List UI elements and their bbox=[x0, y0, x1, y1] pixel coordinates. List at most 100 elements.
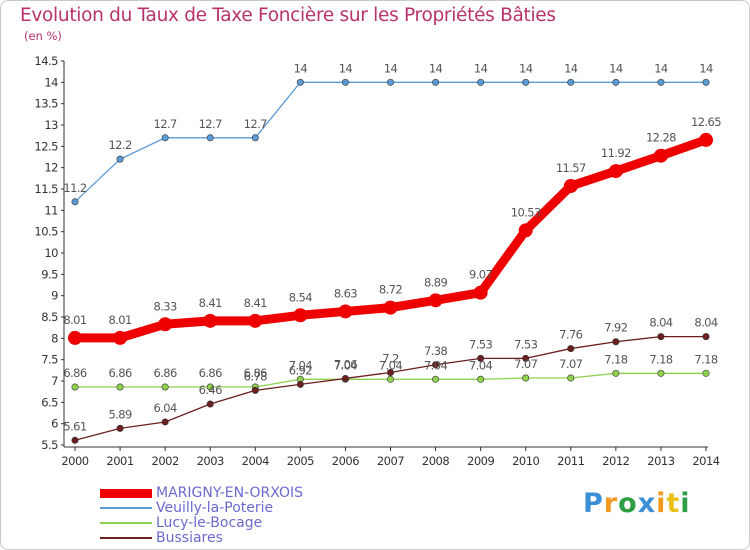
series-point-bussiares bbox=[71, 436, 79, 444]
series-point-marigny-en-orxois bbox=[338, 304, 353, 319]
y-tick-label: 7.5 bbox=[41, 353, 58, 367]
data-label-lucy-le-bocage: 7.04 bbox=[424, 358, 447, 372]
x-tick-label: 2005 bbox=[287, 454, 314, 468]
y-tick-label: 6 bbox=[51, 417, 58, 431]
data-label-marigny-en-orxois: 8.54 bbox=[289, 290, 312, 304]
data-label-veuilly-la-poterie: 14 bbox=[564, 61, 578, 75]
data-label-bussiares: 6.92 bbox=[289, 363, 312, 377]
x-tick-label: 2000 bbox=[61, 454, 88, 468]
data-label-lucy-le-bocage: 7.07 bbox=[559, 357, 582, 371]
series-point-veuilly-la-poterie bbox=[71, 198, 79, 206]
data-label-veuilly-la-poterie: 14 bbox=[384, 61, 398, 75]
series-point-bussiares bbox=[206, 400, 214, 408]
series-point-bussiares bbox=[161, 418, 169, 426]
legend-item-lucy: Lucy-le-Bocage bbox=[100, 515, 262, 531]
data-label-marigny-en-orxois: 8.41 bbox=[199, 296, 222, 310]
data-label-veuilly-la-poterie: 14 bbox=[609, 61, 623, 75]
logo-letter: r bbox=[603, 488, 619, 519]
legend-swatch-bussiares bbox=[100, 537, 152, 539]
data-label-bussiares: 7.53 bbox=[469, 337, 492, 351]
data-label-veuilly-la-poterie: 14 bbox=[339, 61, 353, 75]
series-point-lucy-le-bocage bbox=[161, 383, 169, 391]
data-label-marigny-en-orxois: 9.07 bbox=[469, 268, 492, 282]
series-point-lucy-le-bocage bbox=[71, 383, 79, 391]
data-label-veuilly-la-poterie: 14 bbox=[519, 61, 533, 75]
x-tick-label: 2006 bbox=[332, 454, 359, 468]
y-tick-label: 5.5 bbox=[41, 438, 58, 452]
legend-label-lucy: Lucy-le-Bocage bbox=[156, 515, 263, 531]
series-point-lucy-le-bocage bbox=[477, 375, 485, 383]
series-point-bussiares bbox=[522, 354, 530, 362]
data-label-bussiares: 8.04 bbox=[694, 316, 717, 330]
series-point-marigny-en-orxois bbox=[563, 179, 578, 194]
series-point-marigny-en-orxois bbox=[699, 132, 713, 147]
series-point-veuilly-la-poterie bbox=[386, 78, 394, 86]
data-label-veuilly-la-poterie: 14 bbox=[474, 61, 488, 75]
series-point-bussiares bbox=[612, 338, 620, 346]
y-tick-label: 9 bbox=[51, 289, 58, 303]
series-point-veuilly-la-poterie bbox=[567, 78, 575, 86]
y-tick-label: 13.5 bbox=[34, 97, 58, 111]
x-tick-label: 2008 bbox=[422, 454, 449, 468]
data-label-veuilly-la-poterie: 14 bbox=[699, 61, 713, 75]
logo-letter: o bbox=[618, 488, 638, 519]
series-point-bussiares bbox=[432, 361, 440, 369]
y-tick-label: 9.5 bbox=[41, 267, 58, 281]
x-tick-label: 2001 bbox=[106, 454, 133, 468]
series-point-marigny-en-orxois bbox=[383, 300, 398, 315]
data-label-marigny-en-orxois: 11.92 bbox=[601, 146, 631, 160]
y-tick-label: 11.5 bbox=[34, 182, 58, 196]
series-point-lucy-le-bocage bbox=[657, 369, 665, 377]
legend-label-veuilly: Veuilly-la-Poterie bbox=[156, 500, 274, 516]
data-label-lucy-le-bocage: 7.07 bbox=[514, 357, 537, 371]
y-tick-label: 14.5 bbox=[34, 54, 58, 68]
data-label-bussiares: 7.92 bbox=[604, 321, 627, 335]
data-label-marigny-en-orxois: 8.63 bbox=[334, 286, 357, 300]
series-point-veuilly-la-poterie bbox=[206, 134, 214, 142]
series-point-lucy-le-bocage bbox=[702, 369, 710, 377]
data-label-lucy-le-bocage: 7.18 bbox=[604, 352, 627, 366]
series-point-bussiares bbox=[567, 345, 575, 353]
y-tick-label: 6.5 bbox=[41, 395, 58, 409]
data-label-lucy-le-bocage: 6.86 bbox=[154, 366, 177, 380]
series-point-veuilly-la-poterie bbox=[341, 78, 349, 86]
x-tick-label: 2003 bbox=[197, 454, 224, 468]
data-label-bussiares: 6.46 bbox=[199, 383, 222, 397]
data-label-bussiares: 7.76 bbox=[559, 328, 582, 342]
data-label-marigny-en-orxois: 11.57 bbox=[556, 161, 586, 175]
logo-letter: t bbox=[666, 488, 681, 519]
data-label-lucy-le-bocage: 7.18 bbox=[694, 352, 717, 366]
data-label-marigny-en-orxois: 8.41 bbox=[244, 296, 267, 310]
data-label-marigny-en-orxois: 12.28 bbox=[646, 131, 676, 145]
data-label-bussiares: 5.61 bbox=[63, 419, 86, 433]
x-tick-label: 2007 bbox=[377, 454, 404, 468]
data-label-veuilly-la-poterie: 12.7 bbox=[244, 117, 267, 131]
proxiti-logo: Proxiti bbox=[583, 488, 691, 519]
series-point-veuilly-la-poterie bbox=[702, 78, 710, 86]
series-point-bussiares bbox=[477, 354, 485, 362]
data-label-bussiares: 6.78 bbox=[244, 369, 267, 383]
y-tick-label: 13 bbox=[44, 118, 58, 132]
series-point-bussiares bbox=[657, 333, 665, 341]
data-label-veuilly-la-poterie: 12.7 bbox=[199, 117, 222, 131]
y-tick-label: 14 bbox=[44, 75, 58, 89]
data-labels: 11.2 12.2 12.7 12.7 12.7 14 14 14 14 14 14 14 14 14 14… bbox=[63, 61, 721, 433]
series-point-marigny-en-orxois bbox=[608, 164, 623, 179]
x-tick-label: 2002 bbox=[152, 454, 179, 468]
legend-item-veuilly: Veuilly-la-Poterie bbox=[100, 500, 273, 516]
data-label-veuilly-la-poterie: 14 bbox=[429, 61, 443, 75]
data-label-veuilly-la-poterie: 14 bbox=[654, 61, 668, 75]
series-point-bussiares bbox=[702, 333, 710, 341]
series-point-lucy-le-bocage bbox=[522, 374, 530, 382]
data-label-marigny-en-orxois: 8.72 bbox=[379, 283, 402, 297]
data-label-lucy-le-bocage: 7.04 bbox=[379, 358, 402, 372]
data-label-lucy-le-bocage: 6.86 bbox=[63, 366, 86, 380]
y-tick-label: 8 bbox=[51, 331, 58, 345]
legend-swatch-lucy bbox=[100, 522, 152, 524]
legend-label-bussiares: Bussiares bbox=[156, 530, 223, 546]
series-point-bussiares bbox=[386, 368, 394, 376]
data-label-lucy-le-bocage: 6.86 bbox=[199, 366, 222, 380]
series-point-bussiares bbox=[296, 380, 304, 388]
